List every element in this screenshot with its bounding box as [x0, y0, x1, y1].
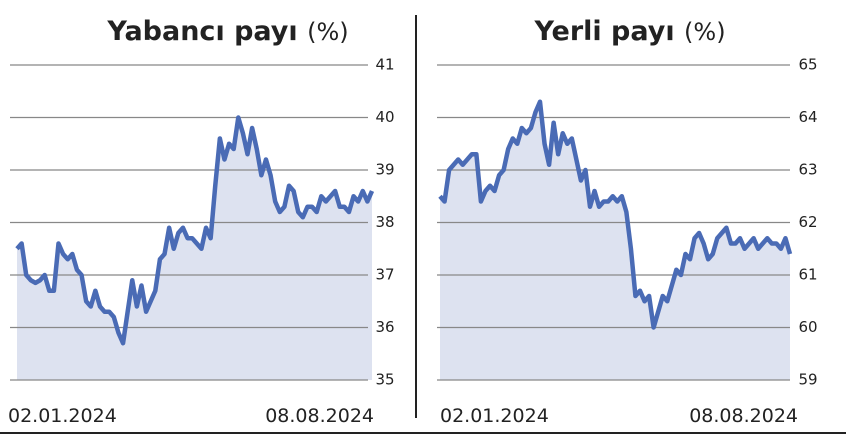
x-tick-label: 08.08.2024: [265, 405, 374, 427]
title-unit: (%): [684, 18, 726, 46]
line: [438, 99, 793, 330]
y-tick-label: 40: [375, 108, 394, 126]
chart-title: Yerli payı (%): [533, 16, 725, 47]
chart-title: Yabancı payı (%): [106, 16, 348, 47]
y-tick-label: 62: [798, 213, 817, 231]
y-tick-label: 64: [798, 108, 817, 126]
y-tick-label: 61: [798, 266, 817, 284]
y-tick-label: 63: [798, 161, 817, 179]
line: [15, 115, 375, 346]
y-tick-label: 38: [375, 213, 394, 231]
title-unit: (%): [307, 18, 349, 46]
y-tick-label: 35: [375, 371, 394, 389]
y-tick-label: 39: [375, 161, 394, 179]
y-tick-label: 36: [375, 318, 394, 336]
area: [17, 117, 372, 380]
x-tick-label: 02.01.2024: [440, 405, 549, 427]
y-tick-label: 65: [798, 56, 817, 74]
title-text: Yerli payı: [533, 16, 674, 47]
x-tick-label: 02.01.2024: [8, 405, 117, 427]
area: [440, 101, 790, 380]
x-tick-label: 08.08.2024: [689, 405, 798, 427]
y-tick-label: 60: [798, 318, 817, 336]
y-tick-label: 37: [375, 266, 394, 284]
y-tick-label: 41: [375, 56, 394, 74]
y-tick-label: 59: [798, 371, 817, 389]
title-text: Yabancı payı: [106, 16, 297, 47]
